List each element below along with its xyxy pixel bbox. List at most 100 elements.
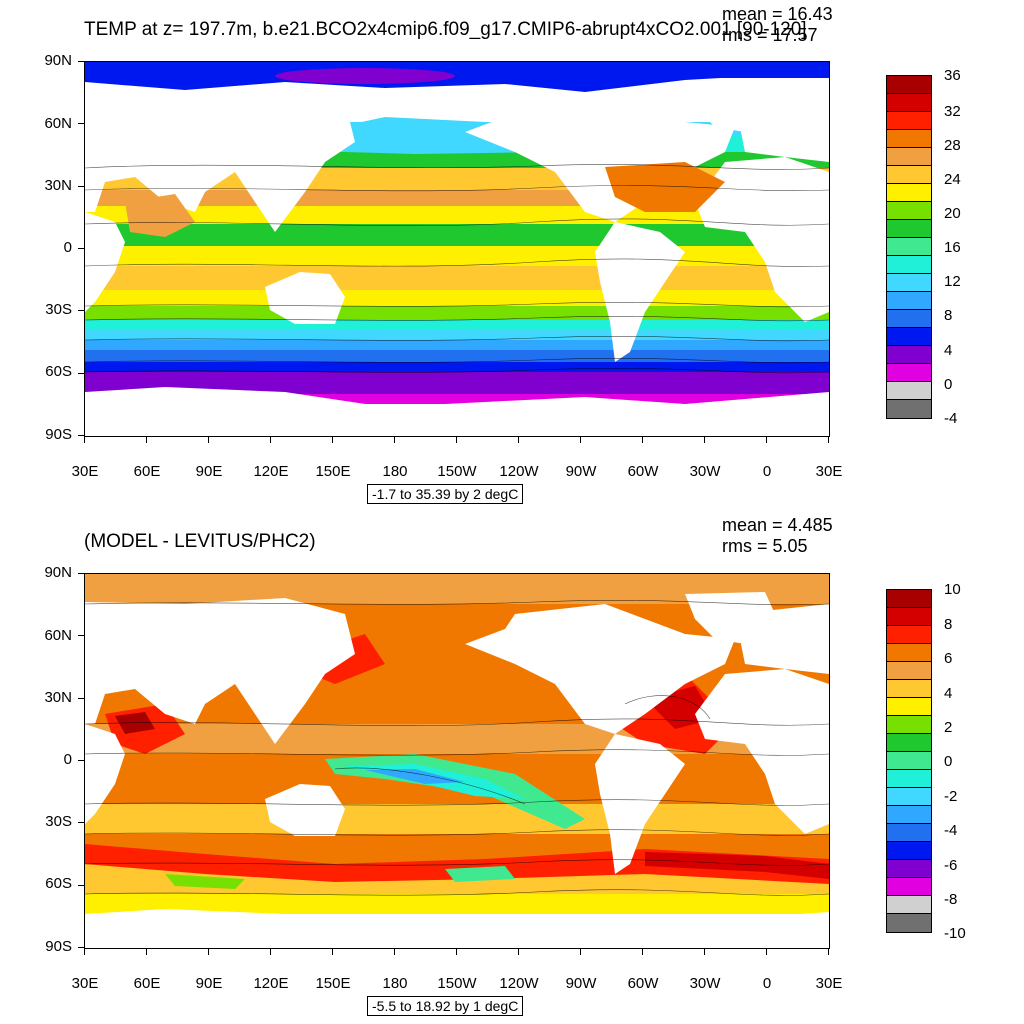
lon-label: 150E xyxy=(315,975,351,992)
axis-tick xyxy=(456,437,457,443)
colorbar-swatch xyxy=(887,292,931,310)
lon-label: 90W xyxy=(565,463,597,480)
colorbar-swatch xyxy=(887,590,931,608)
axis-tick xyxy=(704,949,705,955)
lat-label: 30N xyxy=(44,177,72,194)
axis-tick xyxy=(828,437,829,443)
axis-tick xyxy=(78,573,84,574)
colorbar-swatch xyxy=(887,896,931,914)
axis-tick xyxy=(84,437,85,443)
lat-label: 0 xyxy=(63,239,72,256)
colorbar-label: 8 xyxy=(944,616,953,633)
difference-map xyxy=(85,574,829,948)
axis-tick xyxy=(78,435,84,436)
colorbar-swatch xyxy=(887,364,931,382)
axis-tick xyxy=(208,949,209,955)
axis-tick xyxy=(78,885,84,886)
colorbar-swatch xyxy=(887,680,931,698)
map-frame xyxy=(84,573,830,949)
map-frame xyxy=(84,61,830,437)
axis-tick xyxy=(146,949,147,955)
axis-tick xyxy=(580,437,581,443)
colorbar-label: -10 xyxy=(944,925,966,942)
lat-label: 30N xyxy=(44,689,72,706)
lon-label: 60W xyxy=(627,975,659,992)
plot-title: (MODEL - LEVITUS/PHC2) xyxy=(84,531,316,552)
axis-tick xyxy=(208,437,209,443)
colorbar-swatch xyxy=(887,148,931,166)
colorbar-label: -4 xyxy=(944,410,958,427)
lat-label: 60N xyxy=(44,627,72,644)
colorbar-label: -4 xyxy=(944,822,958,839)
colorbar-swatch xyxy=(887,130,931,148)
colorbar-label: 16 xyxy=(944,239,961,256)
lat-label: 30S xyxy=(45,813,72,830)
axis-tick xyxy=(78,186,84,187)
rms-stat: rms = 17.57 xyxy=(722,25,818,45)
lon-label: 90E xyxy=(195,975,223,992)
colorbar-label: 6 xyxy=(944,650,953,667)
lat-label: 90N xyxy=(44,52,72,69)
mean-stat: mean = 16.43 xyxy=(722,4,833,24)
temperature-map xyxy=(85,62,829,436)
axis-tick xyxy=(78,373,84,374)
colorbar-label: 4 xyxy=(944,685,953,702)
colorbar-label: 20 xyxy=(944,205,961,222)
lat-label: 60N xyxy=(44,115,72,132)
axis-tick xyxy=(78,310,84,311)
axis-tick xyxy=(394,949,395,955)
colorbar-swatch xyxy=(887,698,931,716)
lat-label: 90N xyxy=(44,564,72,581)
colorbar-swatch xyxy=(887,346,931,364)
colorbar-label: 10 xyxy=(944,581,961,598)
colorbar-label: 0 xyxy=(944,376,953,393)
panel-model-minus-levitus: (MODEL - LEVITUS/PHC2) mean = 4.485 rms … xyxy=(0,512,1024,1024)
axis-tick xyxy=(456,949,457,955)
lon-label: 90E xyxy=(195,463,223,480)
colorbar-swatch xyxy=(887,662,931,680)
lon-label: 120E xyxy=(253,463,289,480)
axis-tick xyxy=(704,437,705,443)
colorbar-swatch xyxy=(887,400,931,418)
colorbar-swatch xyxy=(887,860,931,878)
colorbar-swatch xyxy=(887,752,931,770)
axis-tick xyxy=(642,437,643,443)
lat-label: 90S xyxy=(45,426,72,443)
colorbar-swatch xyxy=(887,716,931,734)
lon-label: 0 xyxy=(762,463,772,480)
axis-tick xyxy=(78,698,84,699)
colorbar-label: 8 xyxy=(944,307,953,324)
axis-tick xyxy=(766,437,767,443)
lat-label: 0 xyxy=(63,751,72,768)
axis-tick xyxy=(78,822,84,823)
colorbar-swatch xyxy=(887,220,931,238)
colorbar-label: 4 xyxy=(944,342,953,359)
colorbar-label: 2 xyxy=(944,719,953,736)
axis-tick xyxy=(270,437,271,443)
colorbar-label: 36 xyxy=(944,67,961,84)
colorbar-label: 28 xyxy=(944,137,961,154)
lon-label: 180 xyxy=(382,463,408,480)
lon-label: 60W xyxy=(627,463,659,480)
axis-tick xyxy=(828,949,829,955)
colorbar-swatch xyxy=(887,788,931,806)
colorbar-swatch xyxy=(887,806,931,824)
axis-tick xyxy=(78,760,84,761)
colorbar xyxy=(886,589,932,933)
lon-label: 60E xyxy=(133,975,161,992)
lon-label: 150W xyxy=(437,975,477,992)
lon-label: 30E xyxy=(71,975,99,992)
colorbar-swatch xyxy=(887,626,931,644)
colorbar xyxy=(886,75,932,419)
colorbar-label: -2 xyxy=(944,788,958,805)
lon-label: 180 xyxy=(382,975,408,992)
colorbar-swatch xyxy=(887,608,931,626)
axis-tick xyxy=(146,437,147,443)
lon-label: 30E xyxy=(71,463,99,480)
colorbar-label: -8 xyxy=(944,891,958,908)
colorbar-swatch xyxy=(887,878,931,896)
colorbar-swatch xyxy=(887,256,931,274)
axis-tick xyxy=(332,437,333,443)
colorbar-swatch xyxy=(887,310,931,328)
lon-label: 120W xyxy=(499,975,539,992)
